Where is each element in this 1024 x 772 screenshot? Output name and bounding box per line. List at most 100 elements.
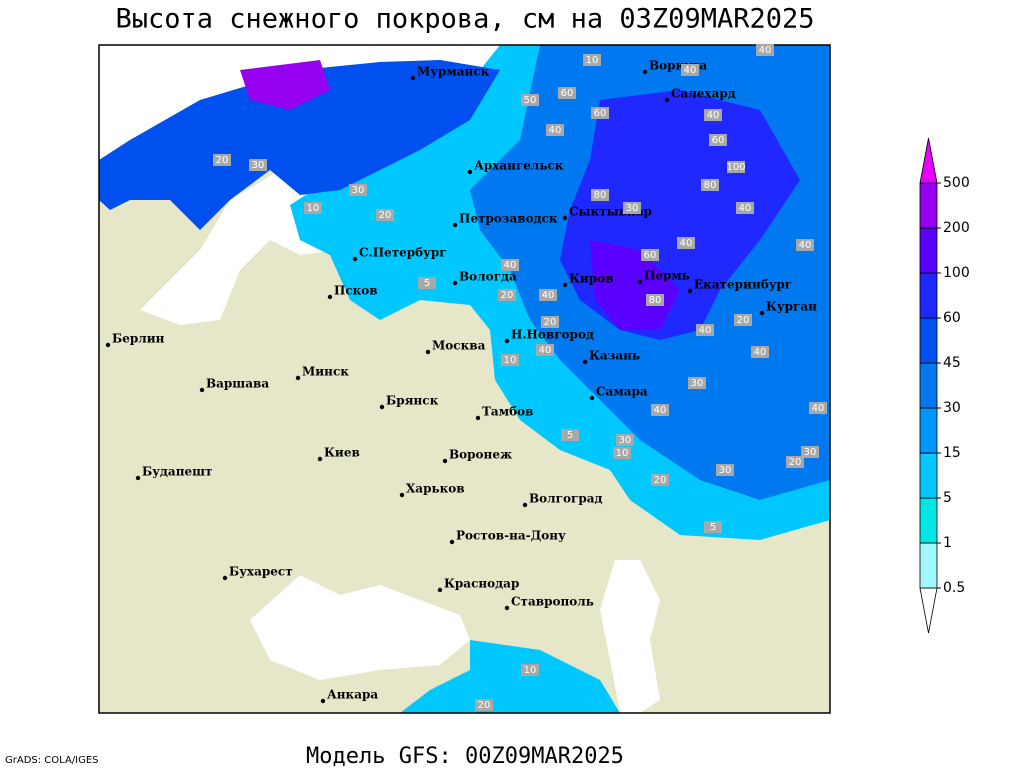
city-label: Киев xyxy=(324,446,360,460)
contour-label-box xyxy=(541,316,559,328)
contour-label-box xyxy=(546,124,564,136)
contour-label-box xyxy=(734,314,752,326)
city-dot xyxy=(475,415,481,421)
city-dot xyxy=(425,349,431,355)
city-dot xyxy=(105,342,111,348)
contour-label-box xyxy=(704,109,722,121)
contour-label: 5 xyxy=(424,278,430,289)
contour-label: 30 xyxy=(626,203,639,214)
city-label: Псков xyxy=(334,284,378,298)
city-label: Петрозаводск xyxy=(459,212,558,226)
snow-200 xyxy=(240,60,330,110)
contour-label-box xyxy=(213,154,231,166)
city-label: Самара xyxy=(596,385,648,399)
city-dot xyxy=(437,587,443,593)
legend-label: 0.5 xyxy=(943,580,965,596)
snow-scand xyxy=(99,60,500,230)
legend-swatch xyxy=(919,497,938,544)
credit: GrADS: COLA/IGES xyxy=(5,755,99,766)
snow-caucasus xyxy=(400,640,620,713)
city-label: Бухарест xyxy=(229,565,293,579)
contour-label-box xyxy=(501,259,519,271)
city-label: Курган xyxy=(766,300,817,314)
legend-swatch xyxy=(919,452,938,499)
legend-swatch xyxy=(919,362,938,409)
contour-label: 40 xyxy=(739,203,752,214)
contour-label: 40 xyxy=(542,290,555,301)
city-label: Харьков xyxy=(406,482,465,496)
city-label: Волгоград xyxy=(529,492,602,506)
city-label: Краснодар xyxy=(444,577,519,591)
contour-label-box xyxy=(704,521,722,533)
contour-label-box xyxy=(349,184,367,196)
contour-label-box xyxy=(249,159,267,171)
contour-label-box xyxy=(681,64,699,76)
city-dot xyxy=(522,502,528,508)
contour-label: 30 xyxy=(804,447,817,458)
city-dot xyxy=(562,282,568,288)
contour-label: 40 xyxy=(699,325,712,336)
city-label: Тамбов xyxy=(482,405,533,419)
contour-label: 40 xyxy=(539,345,552,356)
city-label: Воронеж xyxy=(449,448,512,462)
contour-label: 40 xyxy=(654,405,667,416)
contour-label-box xyxy=(736,202,754,214)
city-dot xyxy=(295,375,301,381)
city-dot xyxy=(467,169,473,175)
contour-label-box xyxy=(521,664,539,676)
contour-label: 20 xyxy=(737,315,750,326)
legend-swatch xyxy=(919,272,938,319)
city-label: С.Петербург xyxy=(359,246,447,260)
contour-label-box xyxy=(756,44,774,56)
city-label: Минск xyxy=(302,365,349,379)
contour-label: 40 xyxy=(759,45,772,56)
contour-label-box xyxy=(701,179,719,191)
contour-label: 20 xyxy=(654,475,667,486)
city-dot xyxy=(687,288,693,294)
city-dot xyxy=(582,359,588,365)
legend-label: 100 xyxy=(943,265,970,281)
contour-label-box xyxy=(641,249,659,261)
contour-label-box xyxy=(304,202,322,214)
city-label: Ростов-на-Дону xyxy=(456,529,566,543)
contour-label: 80 xyxy=(649,295,662,306)
contour-label: 5 xyxy=(567,430,573,441)
contour-label-box xyxy=(616,434,634,446)
contour-label: 60 xyxy=(594,108,607,119)
city-label: Архангельск xyxy=(474,159,564,173)
contour-label: 40 xyxy=(799,240,812,251)
legend-swatch xyxy=(919,227,938,274)
contour-label: 60 xyxy=(644,250,657,261)
contour-label: 80 xyxy=(594,190,607,201)
contour-label-box xyxy=(796,239,814,251)
contour-label: 40 xyxy=(680,238,693,249)
map-frame xyxy=(98,44,831,714)
city-label: Киров xyxy=(569,272,614,286)
city-dot xyxy=(562,215,568,221)
city-dot xyxy=(759,310,765,316)
city-dot xyxy=(452,280,458,286)
city-dot xyxy=(379,404,385,410)
city-label: Н.Новгород xyxy=(511,328,594,342)
city-label: Вологда xyxy=(459,270,517,284)
city-dot xyxy=(410,75,416,81)
city-dot xyxy=(452,222,458,228)
contour-label: 10 xyxy=(586,55,599,66)
contour-label: 10 xyxy=(504,355,517,366)
city-dot xyxy=(642,69,648,75)
contour-label-box xyxy=(677,237,695,249)
contour-label: 50 xyxy=(524,95,537,106)
contour-label: 20 xyxy=(789,457,802,468)
contour-label: 40 xyxy=(812,403,825,414)
city-label: Будапешт xyxy=(142,465,212,479)
legend-swatch xyxy=(919,317,938,364)
city-label: Ставрополь xyxy=(511,595,594,609)
city-dot xyxy=(449,539,455,545)
contour-label: 30 xyxy=(252,160,265,171)
legend-label: 30 xyxy=(943,400,961,416)
contour-label-box xyxy=(623,202,641,214)
contour-label: 10 xyxy=(307,203,320,214)
city-label: Екатеринбург xyxy=(694,278,792,292)
